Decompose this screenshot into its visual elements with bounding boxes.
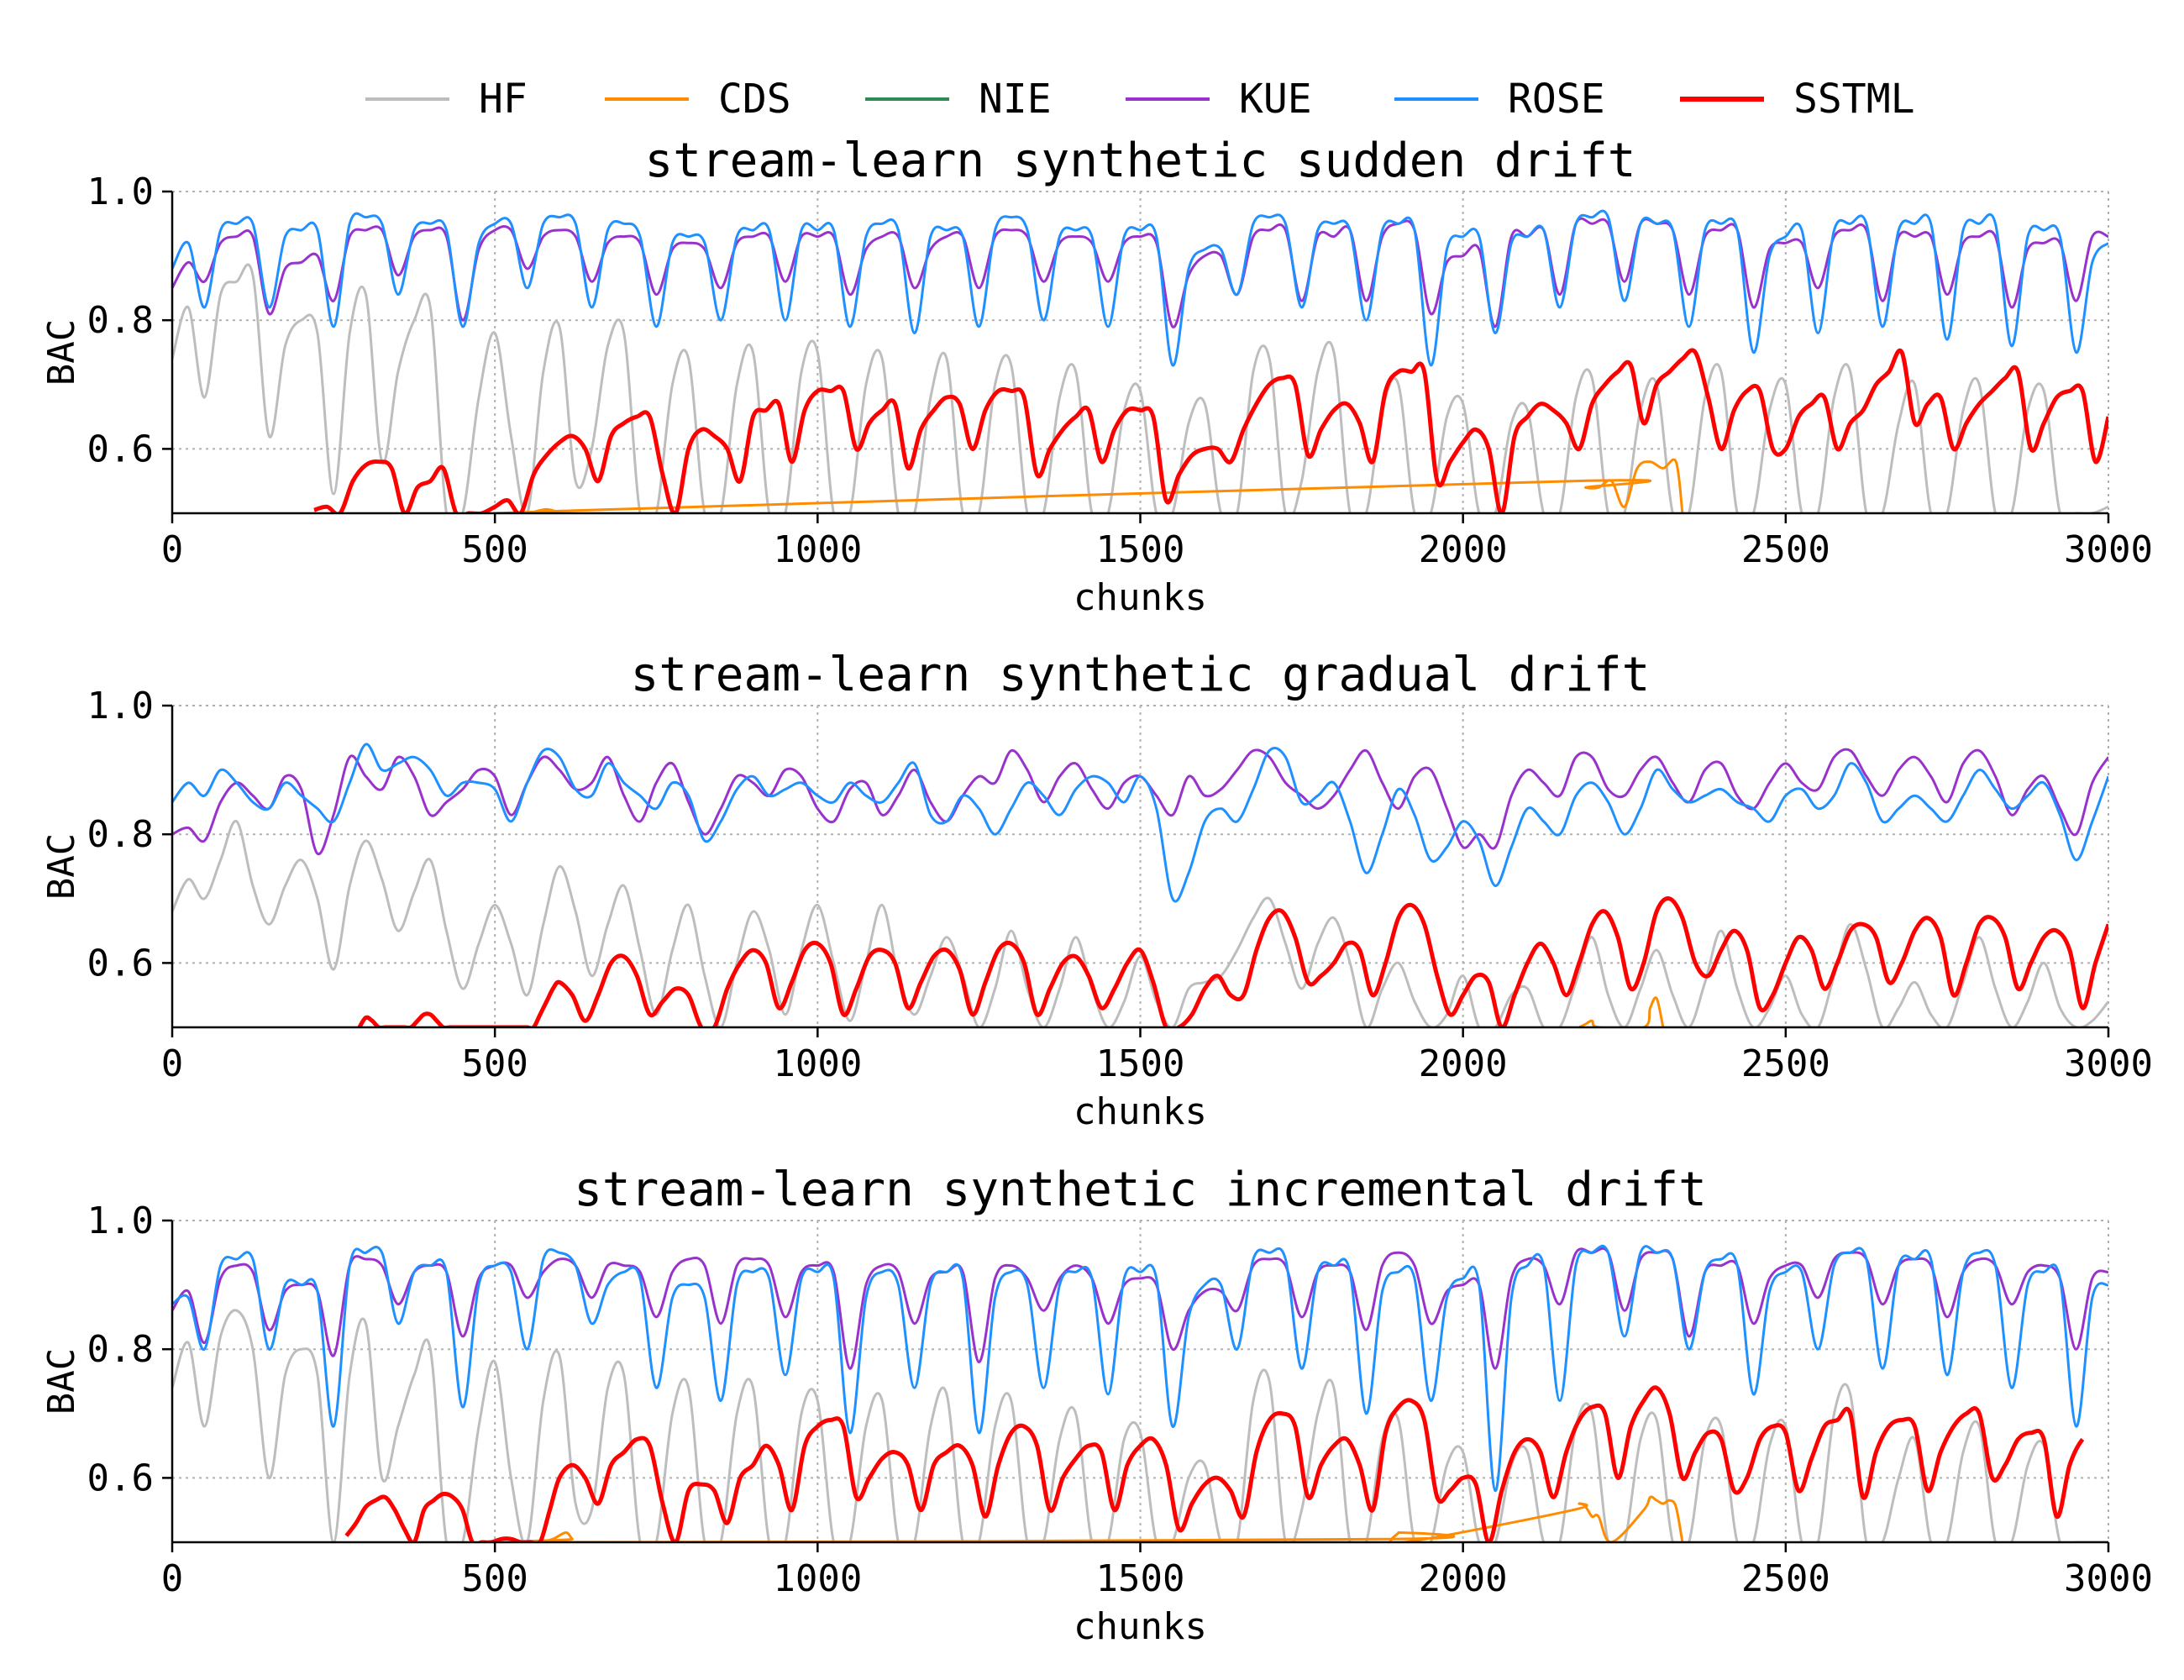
x-tick-label: 0 xyxy=(161,528,184,571)
legend-item-sstml: SSTML xyxy=(1680,76,1915,123)
x-tick-label: 3000 xyxy=(2064,528,2153,571)
series-group xyxy=(172,743,2108,1027)
x-tick-label: 500 xyxy=(461,1042,528,1085)
legend-item-hf: HF xyxy=(365,76,528,123)
grid xyxy=(172,1220,2109,1542)
x-tick-label: 0 xyxy=(161,1557,184,1600)
y-tick-label: 0.6 xyxy=(87,428,154,470)
series-line-rose xyxy=(172,209,2108,367)
chart-title: stream-learn synthetic sudden drift xyxy=(644,134,1635,188)
series-line-hf xyxy=(172,1309,2108,1542)
x-tick-label: 0 xyxy=(161,1042,184,1085)
x-tick-label: 1000 xyxy=(773,1042,862,1085)
y-tick-label: 0.8 xyxy=(87,1328,154,1371)
x-axis-label: chunks xyxy=(1074,1605,1207,1648)
chart-panel-1: 0 500 1000 1500 2000 2500 3000 0.6 0.8 1.0 stream-… xyxy=(40,134,2153,619)
chart-panel-2: 0 500 1000 1500 2000 2500 3000 0.6 0.8 1.0 stream-… xyxy=(40,648,2153,1133)
x-tick-label: 1500 xyxy=(1096,1557,1185,1600)
x-tick-label: 2500 xyxy=(1741,528,1830,571)
chart-panels: 0 500 1000 1500 2000 2500 3000 0.6 0.8 1.0 stream-… xyxy=(40,134,2153,1648)
x-axis-label: chunks xyxy=(1074,1090,1207,1133)
x-tick-label: 1500 xyxy=(1096,528,1185,571)
legend-item-kue: KUE xyxy=(1126,76,1312,123)
x-tick-label: 1500 xyxy=(1096,1042,1185,1085)
x-tick-label: 3000 xyxy=(2064,1042,2153,1085)
series-line-cds xyxy=(1578,996,1665,1027)
series-line-cds xyxy=(515,1495,1684,1542)
series-line-sstml xyxy=(344,1385,2085,1542)
legend-label: CDS xyxy=(718,76,791,123)
series-line-rose xyxy=(172,1244,2108,1493)
legend: HF CDS NIE KUE ROSE SSTML xyxy=(365,76,1915,123)
x-tick-label: 2000 xyxy=(1419,528,1508,571)
x-tick-label: 500 xyxy=(461,1557,528,1600)
y-axis-label: BAC xyxy=(40,833,83,900)
chart-panel-3: 0 500 1000 1500 2000 2500 3000 0.6 0.8 1.0 stream-… xyxy=(40,1163,2153,1648)
x-tick-label: 500 xyxy=(461,528,528,571)
x-tick-label: 2500 xyxy=(1741,1042,1830,1085)
legend-label: ROSE xyxy=(1508,76,1605,123)
x-tick-label: 1000 xyxy=(773,1557,862,1600)
y-tick-label: 1.0 xyxy=(87,685,154,727)
legend-item-nie: NIE xyxy=(865,76,1052,123)
legend-item-rose: ROSE xyxy=(1394,76,1605,123)
y-axis-label: BAC xyxy=(40,319,83,386)
chart-title: stream-learn synthetic gradual drift xyxy=(631,648,1651,702)
series-line-sstml xyxy=(357,896,2108,1027)
y-tick-label: 0.8 xyxy=(87,299,154,342)
series-line-sstml xyxy=(313,348,2108,513)
legend-label: KUE xyxy=(1239,76,1312,123)
legend-label: SSTML xyxy=(1793,76,1915,123)
legend-label: HF xyxy=(479,76,528,123)
y-tick-label: 0.8 xyxy=(87,813,154,856)
x-axis-label: chunks xyxy=(1074,576,1207,619)
y-tick-label: 0.6 xyxy=(87,1457,154,1499)
grid xyxy=(172,191,2109,513)
x-tick-label: 3000 xyxy=(2064,1557,2153,1600)
y-axis-label: BAC xyxy=(40,1348,83,1415)
x-tick-label: 2000 xyxy=(1419,1557,1508,1600)
series-line-rose xyxy=(172,743,2108,903)
x-tick-label: 2500 xyxy=(1741,1557,1830,1600)
y-tick-label: 0.6 xyxy=(87,942,154,984)
series-line-kue xyxy=(172,217,2108,328)
chart-title: stream-learn synthetic incremental drift xyxy=(574,1163,1707,1217)
y-tick-label: 1.0 xyxy=(87,171,154,213)
series-line-hf xyxy=(172,263,2108,513)
series-group xyxy=(172,1244,2108,1542)
x-tick-label: 2000 xyxy=(1419,1042,1508,1085)
legend-item-cds: CDS xyxy=(605,76,791,123)
series-line-hf xyxy=(172,820,2108,1027)
x-tick-label: 1000 xyxy=(773,528,862,571)
y-tick-label: 1.0 xyxy=(87,1200,154,1242)
legend-label: NIE xyxy=(979,76,1052,123)
